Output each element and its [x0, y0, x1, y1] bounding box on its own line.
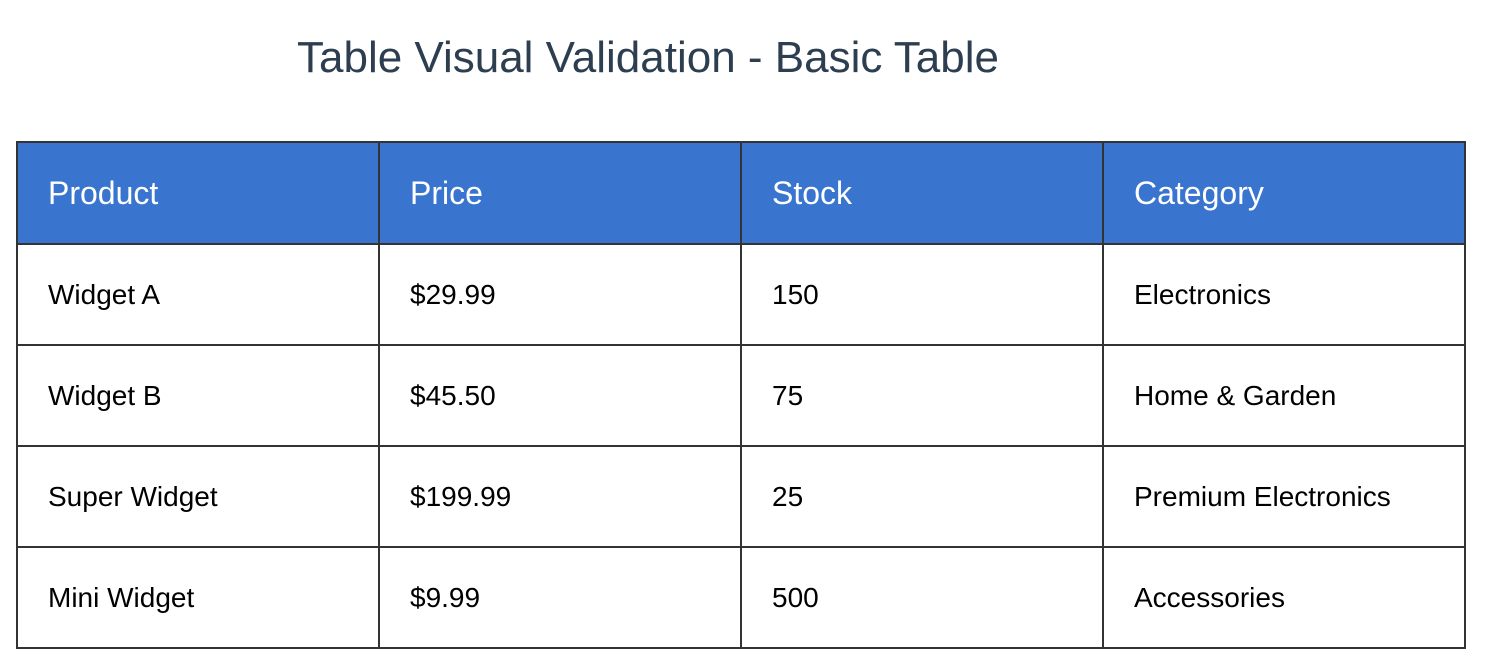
column-header-product: Product: [16, 141, 380, 245]
product-table: Product Price Stock Category Widget A $2…: [16, 141, 1466, 649]
cell-product: Widget B: [16, 344, 380, 447]
cell-price: $9.99: [378, 546, 742, 649]
cell-product: Super Widget: [16, 445, 380, 548]
table-row: Widget A $29.99 150 Electronics: [16, 243, 1466, 346]
table-row: Mini Widget $9.99 500 Accessories: [16, 546, 1466, 649]
cell-stock: 25: [740, 445, 1104, 548]
cell-category: Home & Garden: [1102, 344, 1466, 447]
cell-price: $45.50: [378, 344, 742, 447]
cell-product: Widget A: [16, 243, 380, 346]
table-header-row: Product Price Stock Category: [16, 141, 1466, 245]
table-row: Widget B $45.50 75 Home & Garden: [16, 344, 1466, 447]
column-header-stock: Stock: [740, 141, 1104, 245]
column-header-category: Category: [1102, 141, 1466, 245]
column-header-price: Price: [378, 141, 742, 245]
cell-stock: 500: [740, 546, 1104, 649]
table-row: Super Widget $199.99 25 Premium Electron…: [16, 445, 1466, 548]
cell-category: Accessories: [1102, 546, 1466, 649]
cell-category: Premium Electronics: [1102, 445, 1466, 548]
cell-product: Mini Widget: [16, 546, 380, 649]
cell-stock: 75: [740, 344, 1104, 447]
cell-price: $199.99: [378, 445, 742, 548]
cell-category: Electronics: [1102, 243, 1466, 346]
cell-price: $29.99: [378, 243, 742, 346]
page-title: Table Visual Validation - Basic Table: [297, 33, 999, 82]
product-table-container: Product Price Stock Category Widget A $2…: [16, 141, 1466, 649]
cell-stock: 150: [740, 243, 1104, 346]
